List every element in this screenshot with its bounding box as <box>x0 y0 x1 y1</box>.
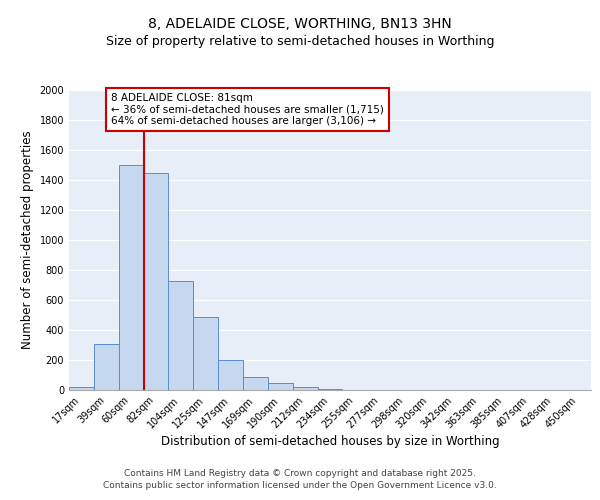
Bar <box>268 382 293 390</box>
Bar <box>169 281 193 390</box>
Y-axis label: Number of semi-detached properties: Number of semi-detached properties <box>21 130 34 350</box>
Bar <box>317 388 343 390</box>
Text: 8 ADELAIDE CLOSE: 81sqm
← 36% of semi-detached houses are smaller (1,715)
64% of: 8 ADELAIDE CLOSE: 81sqm ← 36% of semi-de… <box>111 93 384 126</box>
Bar <box>193 318 218 390</box>
Bar <box>69 387 94 390</box>
Bar <box>293 387 317 390</box>
Bar <box>243 376 268 390</box>
Text: 8, ADELAIDE CLOSE, WORTHING, BN13 3HN: 8, ADELAIDE CLOSE, WORTHING, BN13 3HN <box>148 18 452 32</box>
Bar <box>94 344 119 390</box>
X-axis label: Distribution of semi-detached houses by size in Worthing: Distribution of semi-detached houses by … <box>161 436 499 448</box>
Text: Size of property relative to semi-detached houses in Worthing: Size of property relative to semi-detach… <box>106 35 494 48</box>
Bar <box>143 172 169 390</box>
Bar <box>218 360 243 390</box>
Text: Contains HM Land Registry data © Crown copyright and database right 2025.
Contai: Contains HM Land Registry data © Crown c… <box>103 468 497 490</box>
Bar <box>119 165 143 390</box>
